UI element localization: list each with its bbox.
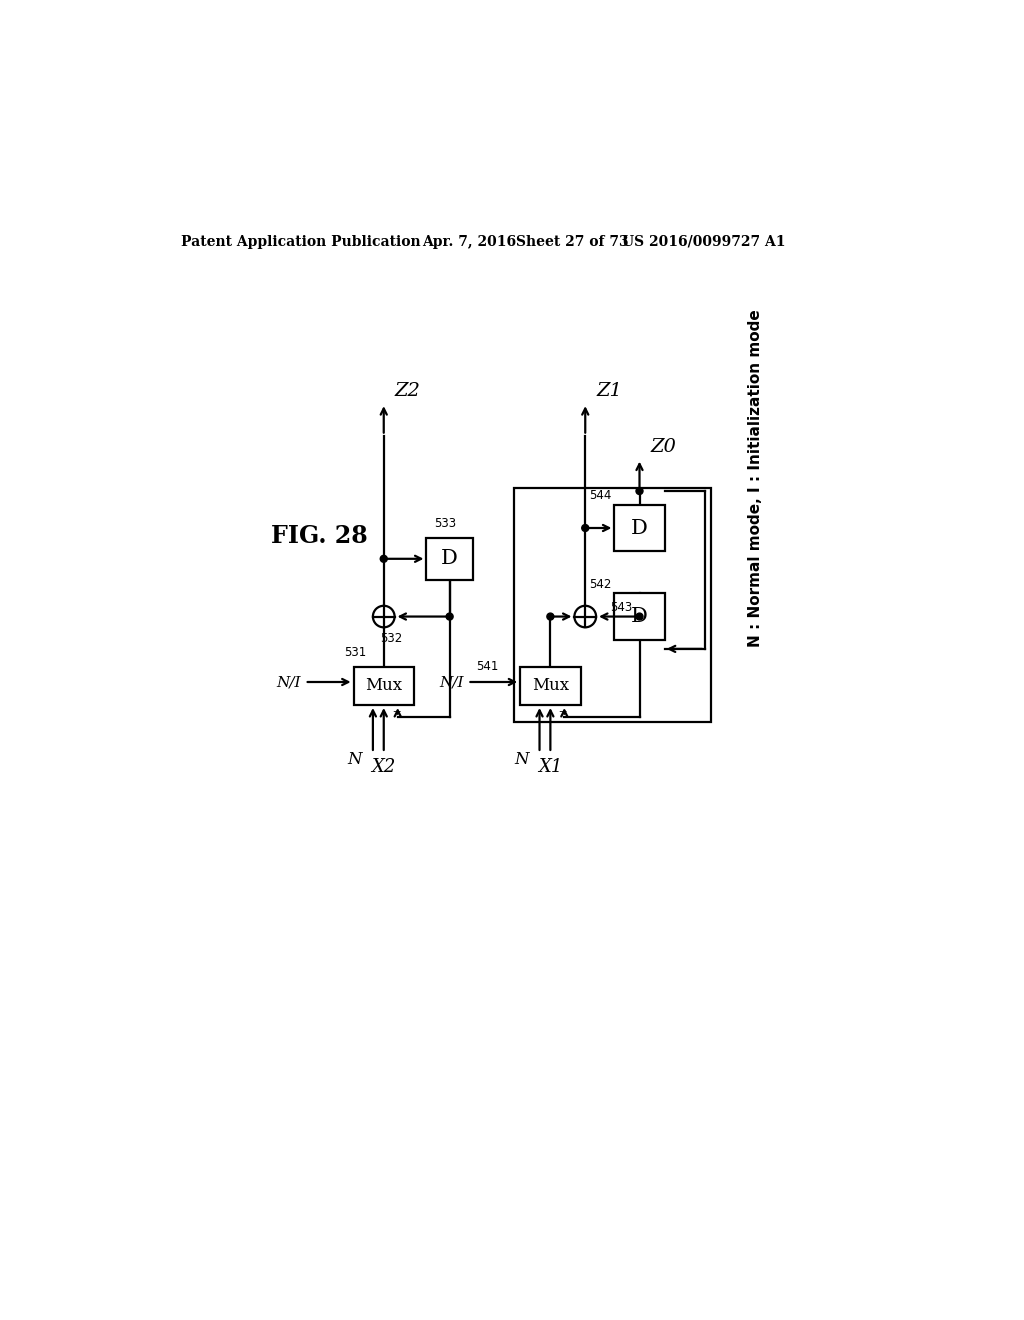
Bar — [614, 594, 665, 640]
Text: Apr. 7, 2016: Apr. 7, 2016 — [423, 235, 517, 248]
Circle shape — [547, 612, 554, 620]
Text: N: N — [514, 751, 528, 767]
Text: 531: 531 — [344, 647, 367, 659]
Circle shape — [373, 606, 394, 627]
Text: 542: 542 — [590, 578, 612, 591]
Text: N/I: N/I — [276, 675, 301, 689]
Text: Z1: Z1 — [596, 381, 622, 400]
Text: US 2016/0099727 A1: US 2016/0099727 A1 — [623, 235, 786, 248]
Text: –: – — [392, 704, 400, 721]
Text: N: N — [347, 751, 362, 767]
Text: N/I: N/I — [439, 675, 464, 689]
Text: –: – — [558, 704, 567, 721]
Text: FIG. 28: FIG. 28 — [271, 524, 368, 548]
Bar — [353, 667, 414, 705]
Text: 543: 543 — [610, 601, 632, 614]
Text: D: D — [441, 549, 458, 569]
Text: 533: 533 — [434, 517, 457, 531]
Text: Mux: Mux — [366, 677, 402, 694]
Text: Mux: Mux — [531, 677, 569, 694]
Text: N : Normal mode, I : Initialization mode: N : Normal mode, I : Initialization mode — [748, 310, 763, 647]
Text: D: D — [631, 519, 648, 537]
Text: X2: X2 — [372, 758, 396, 776]
Circle shape — [574, 606, 596, 627]
Circle shape — [636, 612, 643, 620]
Text: 544: 544 — [590, 490, 612, 502]
Text: Z2: Z2 — [394, 381, 421, 400]
Bar — [426, 537, 473, 579]
Text: X1: X1 — [539, 758, 562, 776]
Text: 532: 532 — [380, 631, 402, 644]
Circle shape — [380, 556, 387, 562]
Text: Z0: Z0 — [650, 438, 676, 457]
Text: Patent Application Publication: Patent Application Publication — [180, 235, 420, 248]
Bar — [614, 506, 665, 552]
Bar — [520, 667, 581, 705]
Circle shape — [446, 612, 453, 620]
Circle shape — [582, 524, 589, 532]
Bar — [514, 488, 712, 722]
Text: D: D — [631, 607, 648, 626]
Text: 541: 541 — [476, 660, 499, 673]
Circle shape — [636, 487, 643, 495]
Text: Sheet 27 of 73: Sheet 27 of 73 — [515, 235, 628, 248]
